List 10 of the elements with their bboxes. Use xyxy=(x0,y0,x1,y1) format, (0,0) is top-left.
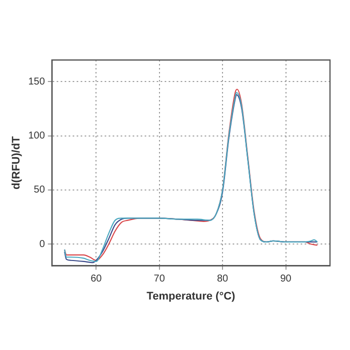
x-axis-title: Temperature (°C) xyxy=(146,290,236,302)
x-tick-label: 80 xyxy=(216,274,229,285)
x-tick-label: 90 xyxy=(280,274,292,285)
y-tick-label: 150 xyxy=(28,76,46,88)
y-tick-label: 100 xyxy=(28,130,46,142)
x-tick-label: 70 xyxy=(154,274,166,285)
y-tick-label: 0 xyxy=(39,238,46,250)
y-tick-label: 50 xyxy=(34,184,46,196)
y-axis-title: d(RFU)/dT xyxy=(10,136,23,190)
x-tick-label: 60 xyxy=(90,274,102,285)
